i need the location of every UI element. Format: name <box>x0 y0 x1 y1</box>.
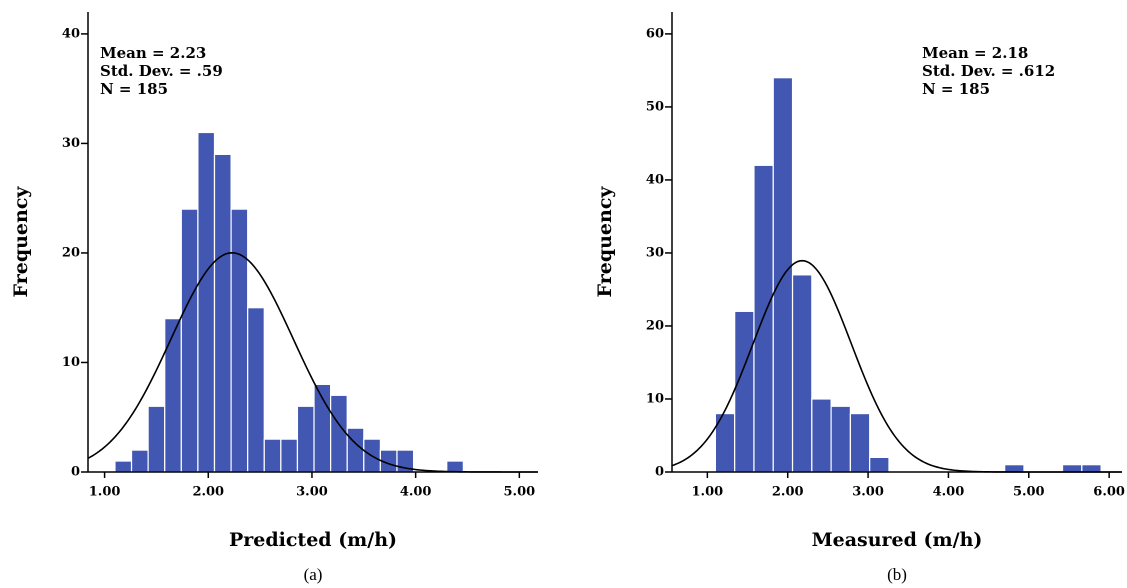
bar <box>180 208 199 473</box>
stat-label: Mean = 2.18 <box>922 44 1028 62</box>
x-tick-label: 2.00 <box>772 485 804 500</box>
bar <box>446 460 464 473</box>
stat-label: N = 185 <box>100 80 168 98</box>
caption: (a) <box>304 565 323 584</box>
y-tick-label: 0 <box>655 465 664 480</box>
x-tick-label: 5.00 <box>1013 485 1045 500</box>
y-tick-label: 30 <box>646 245 664 260</box>
y-tick-label: 0 <box>71 465 80 480</box>
y-tick-label: 20 <box>62 245 80 260</box>
x-tick-label: 4.00 <box>400 485 432 500</box>
y-tick-label: 40 <box>62 26 80 41</box>
y-tick-label: 40 <box>646 172 664 187</box>
y-tick-label: 50 <box>646 99 664 114</box>
bar <box>811 398 832 473</box>
bar <box>346 427 365 473</box>
y-tick-label: 20 <box>646 318 664 333</box>
bar <box>1081 464 1102 473</box>
x-tick-label: 3.00 <box>852 485 884 500</box>
caption: (b) <box>887 565 907 584</box>
y-tick-label: 10 <box>62 355 80 370</box>
bar <box>230 208 249 473</box>
bar <box>296 405 315 473</box>
bar <box>1004 464 1025 473</box>
x-axis-title: Measured (m/h) <box>812 529 983 551</box>
x-tick-label: 3.00 <box>296 485 328 500</box>
bar <box>734 310 755 473</box>
y-tick-label: 30 <box>62 136 80 151</box>
bar <box>147 405 166 473</box>
bar <box>280 438 299 473</box>
x-tick-label: 1.00 <box>692 485 724 500</box>
bar <box>1061 464 1083 473</box>
bar <box>772 77 794 473</box>
bar <box>869 456 890 473</box>
x-axis-title: Predicted (m/h) <box>229 529 397 551</box>
x-tick-label: 4.00 <box>933 485 965 500</box>
bar <box>263 438 282 473</box>
bar <box>791 274 813 473</box>
stat-label: N = 185 <box>922 80 990 98</box>
bar <box>247 307 265 473</box>
y-axis-title: Frequency <box>594 186 616 298</box>
stat-label: Std. Dev. = .612 <box>922 62 1055 80</box>
y-tick-label: 60 <box>646 26 664 41</box>
x-tick-label: 2.00 <box>192 485 224 500</box>
x-tick-label: 5.00 <box>504 485 536 500</box>
bar <box>130 449 149 473</box>
bar <box>197 131 216 473</box>
bar <box>830 405 851 473</box>
x-tick-label: 6.00 <box>1093 485 1125 500</box>
stat-label: Std. Dev. = .59 <box>100 62 223 80</box>
bar <box>330 394 348 473</box>
stat-label: Mean = 2.23 <box>100 44 206 62</box>
bar <box>213 153 232 473</box>
bar <box>849 412 871 473</box>
y-axis-title: Frequency <box>10 186 32 298</box>
bar <box>164 318 182 473</box>
y-tick-label: 10 <box>646 391 664 406</box>
bar <box>114 460 133 473</box>
x-tick-label: 1.00 <box>89 485 121 500</box>
